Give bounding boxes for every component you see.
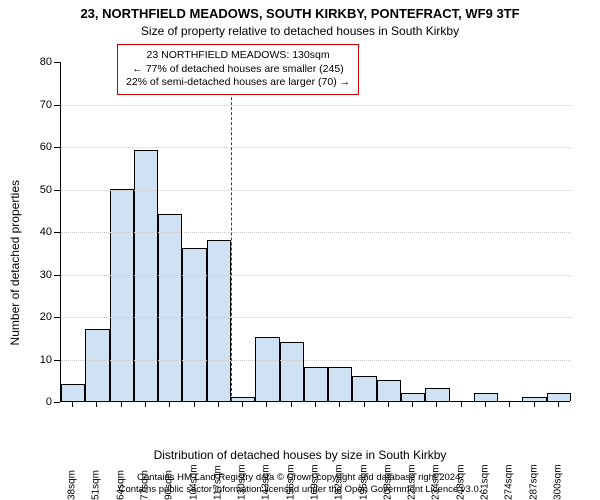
y-tick-label: 50: [40, 184, 52, 196]
bar: [377, 380, 401, 401]
x-axis-label: Distribution of detached houses by size …: [0, 448, 600, 462]
y-tick-label: 80: [40, 56, 52, 68]
callout-line3: 22% of semi-detached houses are larger (…: [126, 76, 350, 90]
bar: [231, 397, 255, 401]
plot-area: 23 NORTHFIELD MEADOWS: 130sqm ← 77% of d…: [60, 62, 570, 402]
footer-attribution: Contains HM Land Registry data © Crown c…: [0, 472, 600, 496]
bar: [182, 248, 206, 401]
chart-container: 23, NORTHFIELD MEADOWS, SOUTH KIRKBY, PO…: [0, 0, 600, 500]
y-tick-label: 40: [40, 226, 52, 238]
bar: [352, 376, 376, 402]
y-tick-label: 70: [40, 99, 52, 111]
bar: [85, 329, 109, 401]
bar: [61, 384, 85, 401]
bar: [401, 393, 425, 402]
bar: [110, 189, 134, 402]
bar: [134, 150, 158, 401]
y-tick-label: 30: [40, 269, 52, 281]
bar: [425, 388, 449, 401]
bars-group: [61, 61, 571, 401]
chart-subtitle: Size of property relative to detached ho…: [0, 24, 600, 38]
y-tick-label: 0: [46, 396, 52, 408]
bar: [474, 393, 498, 402]
footer-line1: Contains HM Land Registry data © Crown c…: [0, 472, 600, 484]
y-tick-label: 60: [40, 141, 52, 153]
callout-line2: ← 77% of detached houses are smaller (24…: [126, 63, 350, 77]
chart-title: 23, NORTHFIELD MEADOWS, SOUTH KIRKBY, PO…: [0, 6, 600, 21]
reference-line: [231, 62, 232, 401]
bar: [304, 367, 328, 401]
bar: [547, 393, 571, 402]
bar: [522, 397, 546, 401]
bar: [158, 214, 182, 401]
y-tick-label: 20: [40, 311, 52, 323]
y-tick-label: 10: [40, 354, 52, 366]
callout-line1: 23 NORTHFIELD MEADOWS: 130sqm: [126, 49, 350, 63]
bar: [328, 367, 352, 401]
y-axis-label: Number of detached properties: [8, 180, 22, 345]
bar: [255, 337, 279, 401]
bar: [207, 240, 231, 402]
callout-box: 23 NORTHFIELD MEADOWS: 130sqm ← 77% of d…: [117, 44, 359, 95]
bar: [280, 342, 304, 402]
footer-line2: Contains public sector information licen…: [0, 484, 600, 496]
